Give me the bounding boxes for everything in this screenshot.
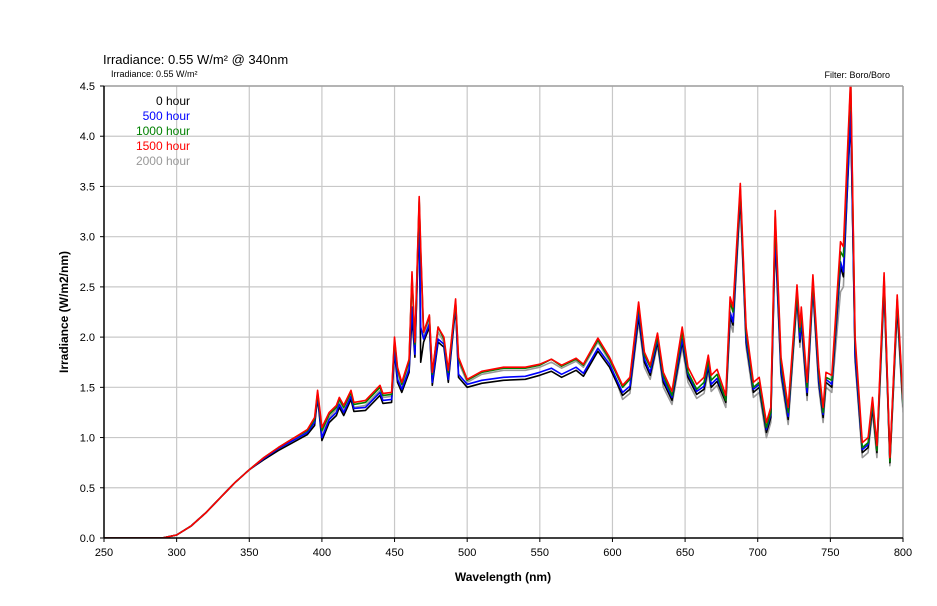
series-line-2000-hour [104,105,903,538]
y-axis-label: Irradiance (W/m2/nm) [57,251,71,373]
series-line-0-hour [104,115,903,538]
y-tick-label: 3.5 [80,181,95,193]
x-tick-label: 400 [313,547,331,559]
x-tick-label: 450 [385,547,403,559]
x-axis-label: Wavelength (nm) [455,570,551,584]
legend-item: 2000 hour [136,154,190,168]
legend-item: 500 hour [143,109,190,123]
y-tick-label: 2.5 [80,282,95,294]
y-tick-label: 3.0 [80,232,95,244]
legend-item: 0 hour [156,94,190,108]
y-tick-label: 1.0 [80,433,95,445]
axes: 250 300 350 400 450 500 550 600 650 700 750 800 0.0 0… [80,81,912,559]
x-tick-label: 300 [167,547,185,559]
y-tick-label: 2.0 [80,332,95,344]
x-tick-label: 600 [603,547,621,559]
y-tick-label: 1.5 [80,382,95,394]
series-line-1500-hour [104,86,903,538]
x-tick-label: 800 [894,547,912,559]
series-line-500-hour [104,110,903,538]
x-tick-label: 250 [95,547,113,559]
y-tick-label: 0.5 [80,483,95,495]
series-lines [104,86,903,538]
chart-subtitle: Irradiance: 0.55 W/m² [111,69,198,79]
x-tick-label: 350 [240,547,258,559]
y-tick-label: 4.0 [80,131,95,143]
x-tick-label: 700 [749,547,767,559]
filter-annotation: Filter: Boro/Boro [824,70,890,80]
x-tick-label: 750 [821,547,839,559]
series-line-1000-hour [104,86,903,538]
legend-item: 1500 hour [136,139,190,153]
legend-item: 1000 hour [136,124,190,138]
y-tick-label: 0.0 [80,533,95,545]
chart-title: Irradiance: 0.55 W/m² @ 340nm [103,52,288,67]
x-tick-label: 650 [676,547,694,559]
y-tick-label: 4.5 [80,81,95,93]
x-tick-label: 500 [458,547,476,559]
x-tick-label: 550 [531,547,549,559]
grid [104,85,904,538]
